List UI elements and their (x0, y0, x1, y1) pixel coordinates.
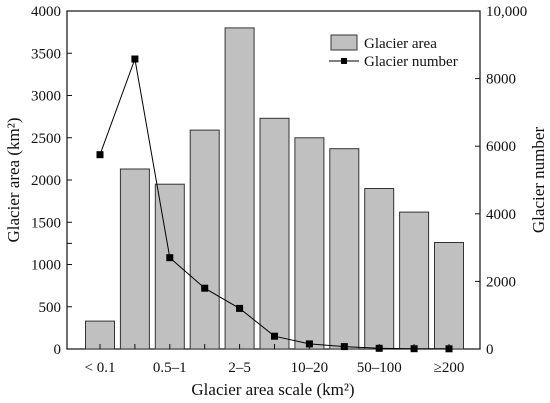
number-point-1 (131, 55, 139, 63)
right-tick-label-5: 10,000 (486, 4, 527, 20)
left-tick-label-1: 500 (39, 300, 62, 316)
left-tick-label-9: 4000 (31, 4, 61, 20)
right-tick-label-4: 8000 (486, 72, 516, 88)
x-axis: < 0.1 0.5–1 2–5 10–20 50–100 ≥200 (85, 344, 465, 376)
bar-1 (119, 168, 150, 350)
x-tick-label-8: 50–100 (357, 360, 402, 376)
bar-3 (189, 129, 220, 350)
right-axis: 0 2000 4000 6000 8000 10,000 (475, 4, 527, 358)
number-point-0 (96, 151, 104, 159)
number-point-6 (305, 340, 313, 348)
left-tick-label-4: 1500 (31, 215, 61, 231)
legend-label-area: Glacier area (364, 36, 437, 52)
legend-marker-number (341, 58, 347, 64)
left-tick-label-7: 3000 (31, 89, 61, 105)
bar-8 (364, 188, 395, 350)
x-tick-label-4: 2–5 (228, 360, 251, 376)
left-tick-label-8: 3500 (31, 46, 61, 62)
x-tick-label-10: ≥200 (434, 360, 465, 376)
number-point-5 (271, 332, 278, 340)
legend-label-number: Glacier number (364, 54, 458, 70)
number-point-2 (166, 254, 174, 262)
legend: Glacier area Glacier number (329, 34, 458, 70)
bar-6 (294, 137, 325, 350)
bar-4 (224, 27, 255, 350)
right-tick-label-2: 4000 (486, 207, 516, 223)
left-tick-label-6: 2500 (31, 131, 61, 147)
bar-7 (329, 148, 360, 350)
left-axis-title: Glacier area (km²) (4, 118, 23, 243)
right-tick-label-0: 0 (486, 342, 494, 358)
right-tick-label-3: 6000 (486, 139, 516, 155)
number-point-3 (201, 284, 209, 292)
x-tick-label-0: < 0.1 (85, 360, 116, 376)
x-tick-label-6: 10–20 (291, 360, 329, 376)
x-axis-title: Glacier area scale (km²) (191, 380, 354, 399)
bar-5 (259, 117, 290, 350)
number-point-4 (236, 304, 244, 312)
left-tick-label-2: 1000 (31, 258, 61, 274)
bar-10 (434, 242, 464, 350)
left-tick-label-0: 0 (54, 342, 62, 358)
left-tick-label-5: 2000 (31, 173, 61, 189)
right-tick-label-1: 2000 (486, 274, 516, 290)
x-tick-label-2: 0.5–1 (153, 360, 187, 376)
legend-swatch-area (330, 34, 358, 51)
bar-layer (85, 27, 464, 350)
bar-9 (399, 211, 430, 350)
left-axis: 0 500 1000 1500 2000 2500 3000 3500 4000 (31, 4, 72, 358)
right-axis-title: Glacier number (529, 127, 548, 234)
